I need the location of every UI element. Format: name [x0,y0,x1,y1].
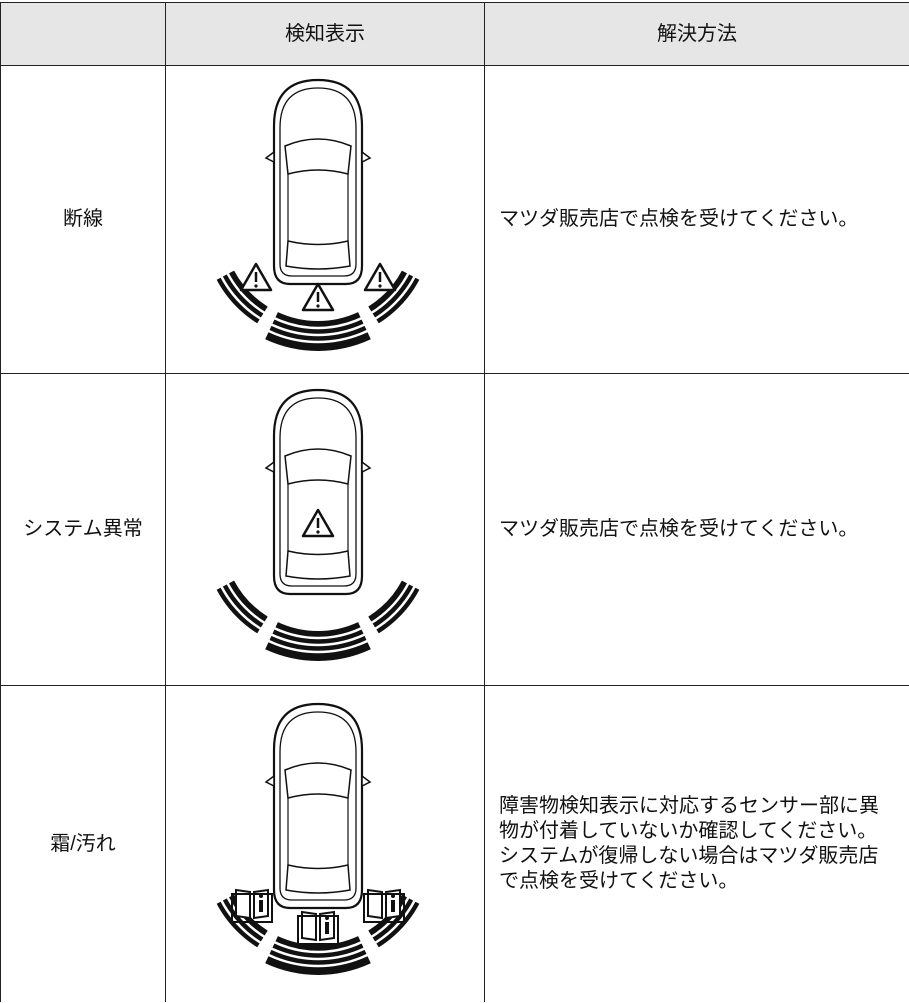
header-text: 検知表示 [285,22,365,45]
row-label: 霜/汚れ [50,832,116,855]
row-label: 断線 [63,208,103,230]
solution-text: マツダ販売店で点検を受けてください。 [499,518,859,540]
sensor-illustration [200,702,436,977]
solution-text: マツダ販売店で点検を受けてください。 [499,208,859,230]
solution-cell: マツダ販売店で点検を受けてください。 [484,65,909,373]
header-cell [0,2,165,65]
header-text: 解決方法 [657,22,737,45]
header-cell: 解決方法 [484,2,909,65]
sensor-illustration [200,78,436,353]
icon-cell [165,373,484,685]
row-label-cell: 断線 [0,65,165,373]
row-label-cell: 霜/汚れ [0,685,165,1002]
solution-cell: マツダ販売店で点検を受けてください。 [484,373,909,685]
row-label-cell: システム異常 [0,373,165,685]
solution-text: 障害物検知表示に対応するセンサー部に異物が付着していないか確認してください。シス… [499,795,879,892]
header-cell: 検知表示 [165,2,484,65]
sensor-illustration [200,388,436,663]
solution-cell: 障害物検知表示に対応するセンサー部に異物が付着していないか確認してください。シス… [484,685,909,1002]
icon-cell [165,685,484,1002]
row-label: システム異常 [23,518,143,540]
icon-cell [165,65,484,373]
